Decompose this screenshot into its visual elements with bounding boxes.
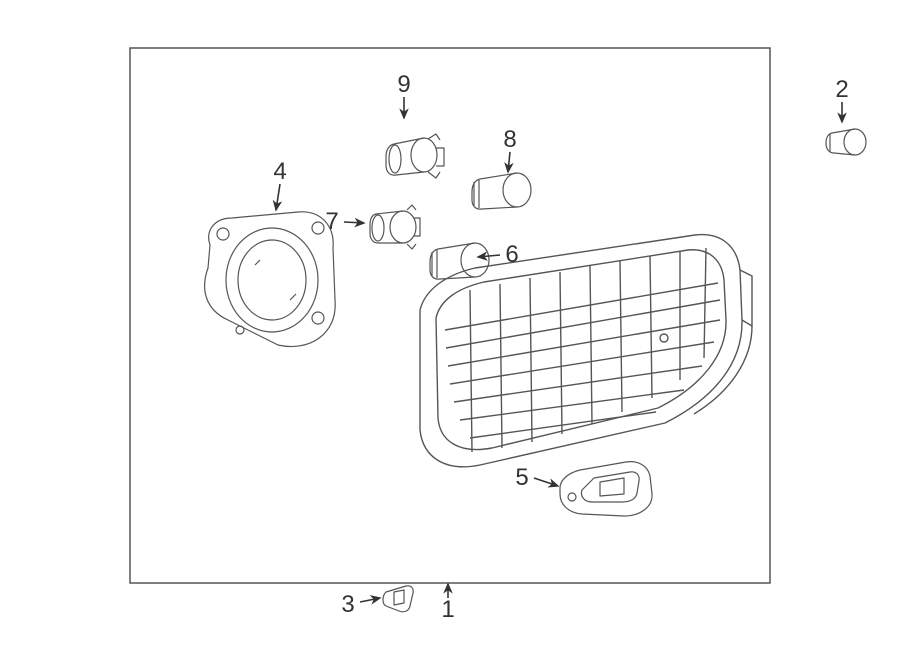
diagram-svg [0,0,900,661]
diagram-stage: 1 2 3 4 5 6 7 8 9 [0,0,900,661]
label-6: 6 [505,241,518,269]
arrow-7 [344,222,364,223]
part-3-clip [383,586,413,612]
assembly-frame [130,48,770,583]
part-8-bulb [472,173,531,209]
label-8: 8 [503,126,516,154]
part-2-plug [826,129,866,155]
part-5-bracket [560,462,652,516]
callout-arrows [276,97,842,602]
arrow-3 [360,598,380,602]
part-7-socket [370,205,420,249]
label-5: 5 [515,464,528,492]
part-9-socket [386,134,444,178]
arrow-8 [508,152,510,172]
label-2: 2 [835,76,848,104]
label-4: 4 [273,158,286,186]
arrow-6 [478,255,500,257]
label-3: 3 [341,591,354,619]
tail-light-lens [420,235,752,467]
label-1: 1 [441,596,454,624]
part-4-gasket [205,212,336,347]
arrow-5 [534,478,558,486]
part-6-bulb [430,243,489,279]
arrow-4 [276,184,280,210]
label-7: 7 [325,208,338,236]
label-9: 9 [397,71,410,99]
